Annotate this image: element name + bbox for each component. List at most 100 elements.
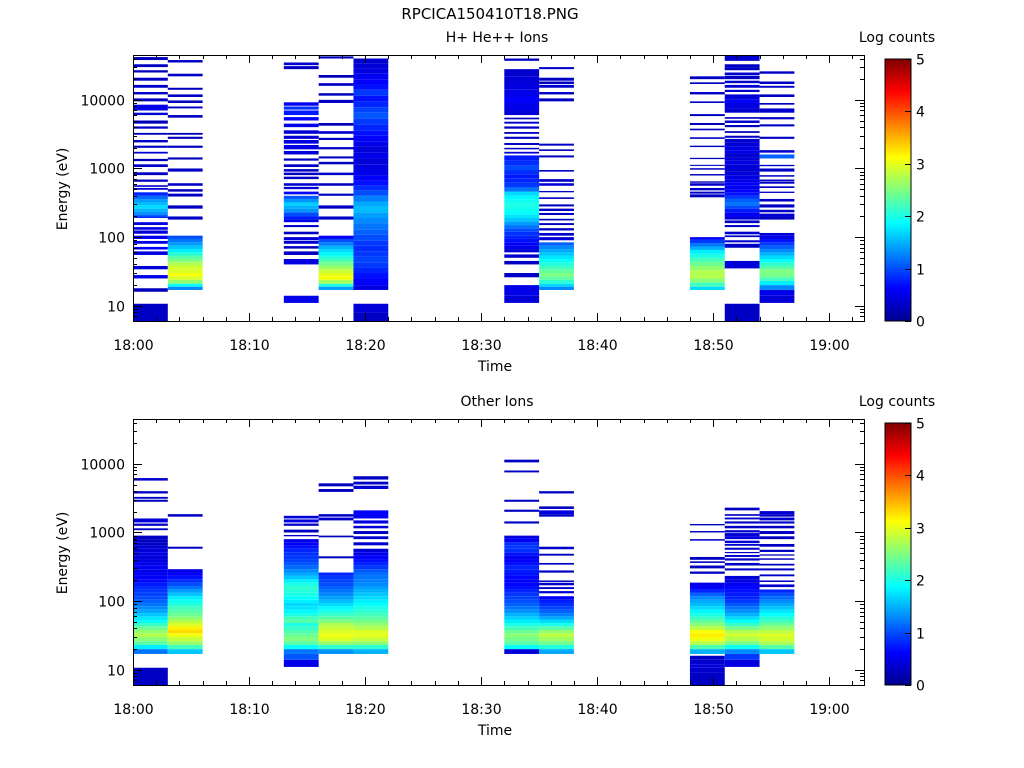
heatmap-cell [167,283,203,287]
heatmap-cell [283,205,319,209]
heatmap-cell [133,120,168,124]
heatmap-cell [539,77,574,81]
heatmap-cell [318,572,354,576]
heatmap-cell [504,586,540,590]
heatmap-cell [689,282,725,287]
heatmap-cell [759,626,795,630]
heatmap-cell [133,164,168,168]
heatmap-cell [689,270,725,275]
heatmap-cell [724,131,760,133]
heatmap-cell [353,245,389,252]
heatmap-cell [133,98,168,102]
heatmap-cell [133,240,168,244]
heatmap-cell [689,76,725,80]
heatmap-cell [283,164,319,168]
heatmap-cell [283,623,319,627]
heatmap-cell [283,596,319,600]
heatmap-cells [133,459,795,685]
heatmap-cell [539,269,574,274]
heatmap-cell [283,246,319,249]
heatmap-cell [133,667,168,685]
heatmap-cell [167,106,203,109]
heatmap-cell [283,572,319,576]
heatmap-cell [283,186,319,190]
heatmap-cell [539,582,574,586]
heatmap-cell [318,633,354,638]
heatmap-cell [353,531,389,535]
heatmap-cell [353,273,389,279]
heatmap-cell [539,633,574,638]
heatmap-cell [318,517,354,521]
heatmap-cell [283,240,319,244]
heatmap-cell [353,234,389,241]
heatmap-cell [724,164,760,169]
heatmap-cell [504,160,540,166]
heatmap-cell [539,562,574,565]
heatmap-cell [318,265,354,270]
heatmap-cell [283,216,319,220]
heatmap-cell [283,259,319,265]
heatmap-cell [759,216,795,220]
heatmap-cell [724,649,760,654]
heatmap-cell [353,185,389,191]
x-axis-label: Time [477,359,512,375]
heatmap-cell [318,641,354,645]
heatmap-cell [167,193,203,197]
heatmap-cell [724,135,760,138]
heatmap-cell [318,205,354,209]
heatmap-cell [724,303,760,321]
heatmap-cell [689,261,725,266]
heatmap-cell [353,606,389,610]
y-axis-label: Energy (eV) [55,148,71,231]
heatmap-cell [283,542,319,546]
heatmap-cell [167,633,203,638]
heatmap-cell [353,170,389,176]
heatmap-cell [539,98,574,102]
heatmap-cell [133,606,168,610]
heatmap-cell [504,548,540,553]
heatmap-cell [283,515,319,519]
heatmap-cell [133,562,168,566]
heatmap-cell [167,589,203,593]
heatmap-cell [283,150,319,155]
heatmap-cell [133,523,168,526]
heatmap-cell [283,135,319,139]
heatmap-cell [167,641,203,645]
heatmap-cell [724,540,760,544]
heatmap-cell [167,596,203,600]
heatmap-cell [318,238,354,243]
heatmap-cell [133,214,168,217]
heatmap-cell [133,589,168,593]
heatmap-cell [133,145,168,148]
heatmap-cell [759,592,795,597]
heatmap-cell [318,606,354,610]
heatmap-cell [724,517,760,520]
heatmap-cell [724,160,760,165]
heatmap-cell [539,602,574,607]
heatmap-cell [167,60,203,63]
heatmap-cell [283,123,319,128]
heatmap-cell [504,552,540,556]
heatmap-cell [353,190,389,196]
heatmap-cell [759,259,795,263]
heatmap-cell [689,174,725,176]
heatmap-cell [759,124,795,127]
heatmap-cell [689,589,725,593]
heatmap-cell [318,637,354,642]
heatmap-cell [759,619,795,624]
heatmap-cell [318,156,354,159]
heatmap-cell [318,242,354,246]
heatmap-cell [689,664,725,668]
heatmap-cell [539,245,574,250]
colorbar-title: Log counts [859,394,935,410]
heatmap-cell [318,592,354,597]
heatmap-cell [353,548,389,553]
heatmap-cell [759,517,795,521]
heatmap-cell [283,629,319,634]
heatmap-cell [724,530,760,533]
heatmap-cell [318,269,354,274]
heatmap-cell [504,170,540,175]
heatmap-cell [539,606,574,610]
heatmap-cell [133,151,168,154]
heatmap-cell [759,273,795,278]
